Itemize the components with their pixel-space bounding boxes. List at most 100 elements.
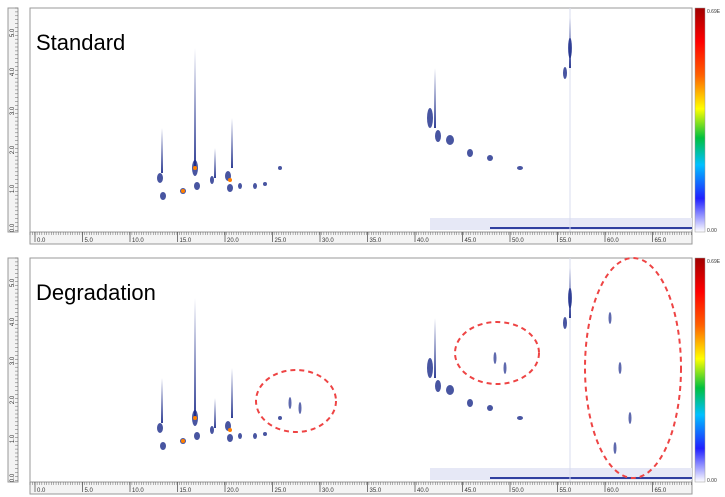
- highlight-ellipse: [255, 369, 337, 433]
- peak-spot: [517, 166, 523, 170]
- x-axis-bar: [29, 481, 693, 495]
- x-tick-label: 50.0: [512, 238, 524, 244]
- peak-hot: [193, 416, 197, 420]
- peak-spot: [227, 184, 233, 192]
- peak-spot: [427, 108, 433, 128]
- x-tick-label: 65.0: [655, 238, 667, 244]
- y-tick-label: 0.0: [10, 223, 16, 232]
- peak-spot: [160, 442, 166, 450]
- x-tick-label: 50.0: [512, 488, 524, 494]
- x-tick-label: 0.0: [37, 488, 46, 494]
- colorbar: [694, 7, 706, 233]
- peak-spot: [298, 402, 302, 414]
- x-tick-label: 25.0: [275, 488, 287, 494]
- colorbar-min-label: 0.00: [707, 228, 717, 234]
- peak-spot: [608, 312, 612, 324]
- peak-spot: [210, 176, 214, 184]
- x-tick-label: 20.0: [227, 488, 239, 494]
- y-tick-label: 0.0: [10, 473, 16, 482]
- peak-spot: [227, 434, 233, 442]
- x-tick-label: 5.0: [85, 488, 94, 494]
- peak-spot: [446, 385, 454, 395]
- peak-streak: [231, 118, 233, 168]
- y-tick-label: 3.0: [10, 106, 16, 115]
- y-tick-label: 1.0: [10, 184, 16, 193]
- peak-streak: [231, 368, 233, 418]
- peak-streak: [214, 148, 216, 178]
- x-axis-bar: [29, 231, 693, 245]
- peak-spot: [435, 380, 441, 392]
- peak-spot: [194, 432, 200, 440]
- peak-spot: [503, 362, 507, 374]
- peak-streak: [434, 318, 436, 378]
- peak-spot: [467, 149, 473, 157]
- y-tick-label: 2.0: [10, 145, 16, 154]
- x-tick-label: 55.0: [560, 488, 572, 494]
- peak-spot: [157, 423, 163, 433]
- x-tick-label: 40.0: [417, 238, 429, 244]
- panel: Degradation 0.0 5.0 10.0 15.0 20.0 25.0 30.0 35.…: [7, 257, 721, 495]
- peak-streak: [161, 378, 163, 423]
- peak-spot: [288, 397, 292, 409]
- peak-spot: [487, 405, 493, 411]
- peak-spot: [263, 182, 267, 186]
- plot-area: [29, 7, 693, 233]
- peak-spot: [160, 192, 166, 200]
- peak-spot: [568, 38, 572, 58]
- peak-spot: [568, 288, 572, 308]
- highlight-ellipse: [454, 321, 540, 385]
- y-axis-bar: [7, 257, 19, 483]
- x-tick-label: 55.0: [560, 238, 572, 244]
- colorbar: [694, 257, 706, 483]
- peak-spot: [278, 416, 282, 420]
- x-tick-label: 30.0: [322, 238, 334, 244]
- peak-spot: [613, 442, 617, 454]
- peak-hot: [181, 439, 185, 443]
- peak-hot: [228, 178, 232, 182]
- peak-streak: [194, 298, 196, 418]
- y-tick-label: 2.0: [10, 395, 16, 404]
- peak-spot: [278, 166, 282, 170]
- x-tick-label: 25.0: [275, 238, 287, 244]
- panel: Standard 0.0 5.0 10.0 15.0 20.0 25.0 30.0 35.0 40…: [7, 7, 721, 245]
- x-tick-label: 5.0: [85, 238, 94, 244]
- panel-title: Degradation: [36, 280, 156, 305]
- peak-spot: [493, 352, 497, 364]
- x-tick-label: 15.0: [180, 238, 192, 244]
- peak-spot: [253, 433, 257, 439]
- peak-spot: [210, 426, 214, 434]
- peak-spot: [446, 135, 454, 145]
- x-tick-label: 30.0: [322, 488, 334, 494]
- peak-spot: [238, 183, 242, 189]
- peak-hot: [228, 428, 232, 432]
- y-tick-label: 1.0: [10, 434, 16, 443]
- x-tick-label: 45.0: [465, 488, 477, 494]
- panel-title: Standard: [36, 30, 125, 55]
- peak-spot: [563, 67, 567, 79]
- x-tick-label: 60.0: [607, 488, 619, 494]
- x-tick-label: 65.0: [655, 488, 667, 494]
- plot-area: [29, 257, 693, 483]
- peak-spot: [628, 412, 632, 424]
- peak-spot: [157, 173, 163, 183]
- peak-spot: [618, 362, 622, 374]
- peak-spot: [435, 130, 441, 142]
- peak-hot: [181, 189, 185, 193]
- peak-spot: [563, 317, 567, 329]
- x-tick-label: 35.0: [370, 238, 382, 244]
- y-tick-label: 3.0: [10, 356, 16, 365]
- peak-spot: [263, 432, 267, 436]
- peak-spot: [517, 416, 523, 420]
- x-tick-label: 10.0: [132, 238, 144, 244]
- peak-streak: [214, 398, 216, 428]
- y-tick-label: 5.0: [10, 278, 16, 287]
- peak-streak: [194, 48, 196, 168]
- peak-spot: [194, 182, 200, 190]
- y-tick-label: 4.0: [10, 67, 16, 76]
- peak-streak: [434, 68, 436, 128]
- x-tick-label: 0.0: [37, 238, 46, 244]
- peak-hot: [193, 166, 197, 170]
- x-tick-label: 15.0: [180, 488, 192, 494]
- x-tick-label: 40.0: [417, 488, 429, 494]
